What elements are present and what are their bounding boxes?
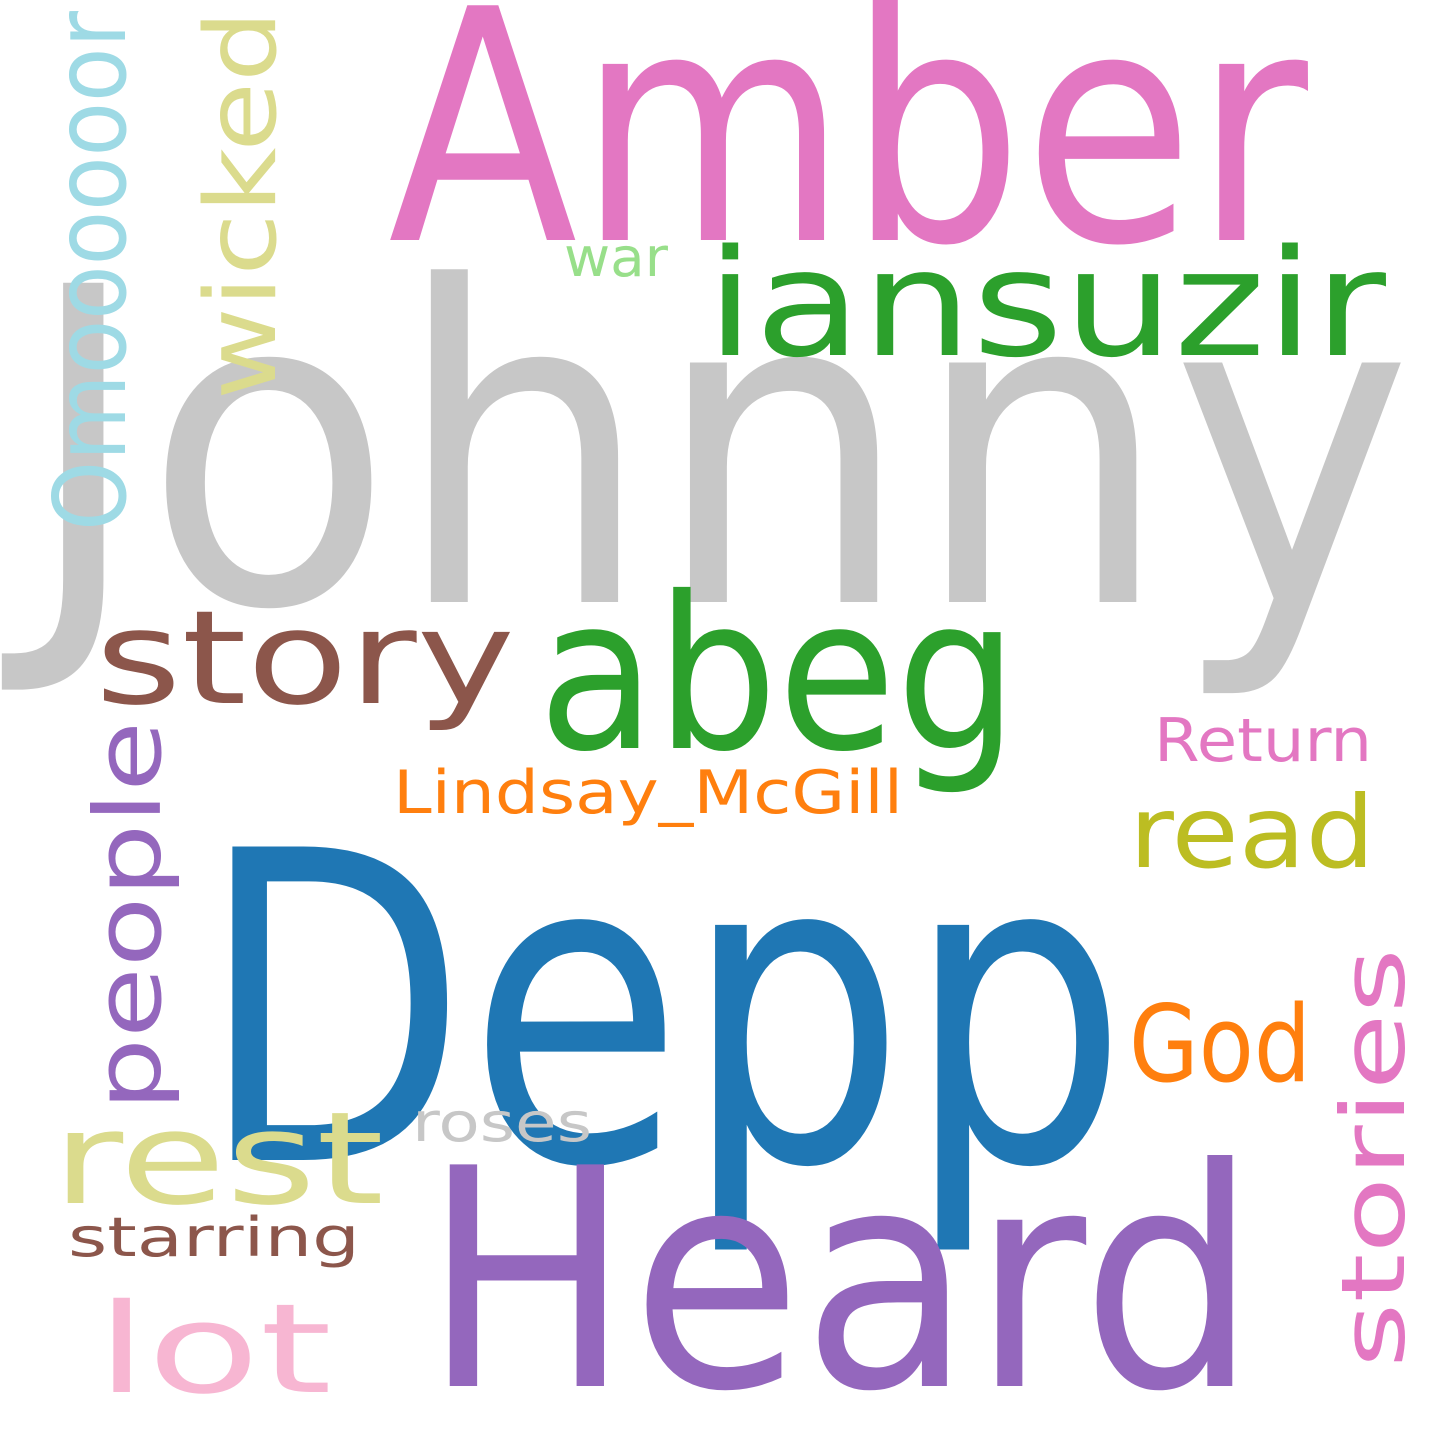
word-read: read [1129,774,1375,891]
word-starring: starring [68,1206,360,1269]
word-depp: Depp [198,762,1128,1262]
word-wicked: wicked [185,10,299,400]
word-lot: lot [96,1278,332,1422]
word-johnny: Johnny [0,196,1413,706]
word-abeg: abeg [538,551,1018,798]
word-return: Return [1154,706,1372,776]
word-heard: Heard [423,1104,1258,1440]
word-story: story [95,582,515,734]
word-stories: stories [1322,948,1425,1368]
word-lindsay-mcgill: Lindsay_McGill [393,758,903,828]
word-amber: Amber [388,0,1311,316]
word-god: God [1129,983,1311,1106]
word-iansuzir: iansuzir [706,218,1386,390]
word-rest: rest [52,1085,384,1234]
word-roses: roses [412,1091,592,1154]
word-omoooooor: Omoooooor [32,10,149,531]
word-war: war [564,226,669,289]
word-people: people [75,721,182,1111]
